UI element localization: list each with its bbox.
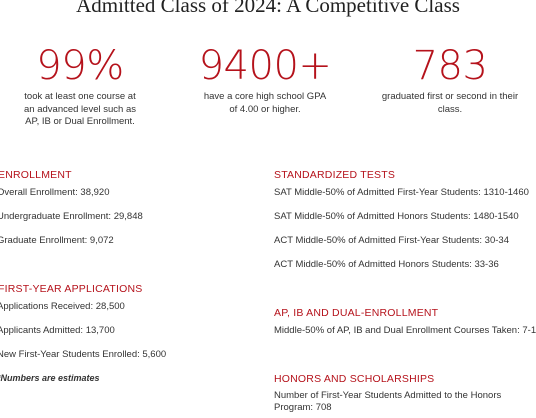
act-honors: ACT Middle-50% of Admitted Honors Studen… xyxy=(274,259,499,270)
enrollment-overall: Overall Enrollment: 38,920 xyxy=(0,187,110,198)
stat-number: 783 xyxy=(412,43,488,89)
sat-first-year: SAT Middle-50% of Admitted First-Year St… xyxy=(274,187,529,198)
act-first-year: ACT Middle-50% of Admitted First-Year St… xyxy=(274,235,509,246)
ap-ib-courses: Middle-50% of AP, IB and Dual Enrollment… xyxy=(274,325,536,336)
stat-description: have a core high school GPA of 4.00 or h… xyxy=(203,91,327,115)
stat-number: 9400+ xyxy=(198,43,332,89)
stat-class-rank: 783 graduated first or second in their c… xyxy=(375,43,525,116)
stat-number: 99% xyxy=(36,43,124,89)
sat-honors: SAT Middle-50% of Admitted Honors Studen… xyxy=(274,211,519,222)
applicants-admitted: Applicants Admitted: 13,700 xyxy=(0,325,115,336)
first-year-heading: FIRST-YEAR APPLICATIONS xyxy=(0,283,143,295)
stat-description: graduated first or second in their class… xyxy=(381,91,519,115)
estimates-note: *Numbers are estimates xyxy=(0,373,100,383)
stat-gpa: 9400+ have a core high school GPA of 4.0… xyxy=(190,43,340,116)
honors-heading: HONORS AND SCHOLARSHIPS xyxy=(274,373,435,385)
honors-admitted: Number of First-Year Students Admitted t… xyxy=(274,390,502,413)
page-title: Admitted Class of 2024: A Competitive Cl… xyxy=(76,0,460,17)
stat-advanced-courses: 99% took at least one course at an advan… xyxy=(5,43,155,129)
applications-received: Applications Received: 28,500 xyxy=(0,301,125,312)
stat-description: took at least one course at an advanced … xyxy=(24,91,136,127)
standardized-tests-heading: STANDARDIZED TESTS xyxy=(274,169,396,181)
enrollment-undergraduate: Undergraduate Enrollment: 29,848 xyxy=(0,211,143,222)
students-enrolled: New First-Year Students Enrolled: 5,600 xyxy=(0,349,167,360)
ap-ib-heading: AP, IB AND DUAL-ENROLLMENT xyxy=(274,307,439,319)
enrollment-heading: ENROLLMENT xyxy=(0,169,72,181)
enrollment-graduate: Graduate Enrollment: 9,072 xyxy=(0,235,114,246)
